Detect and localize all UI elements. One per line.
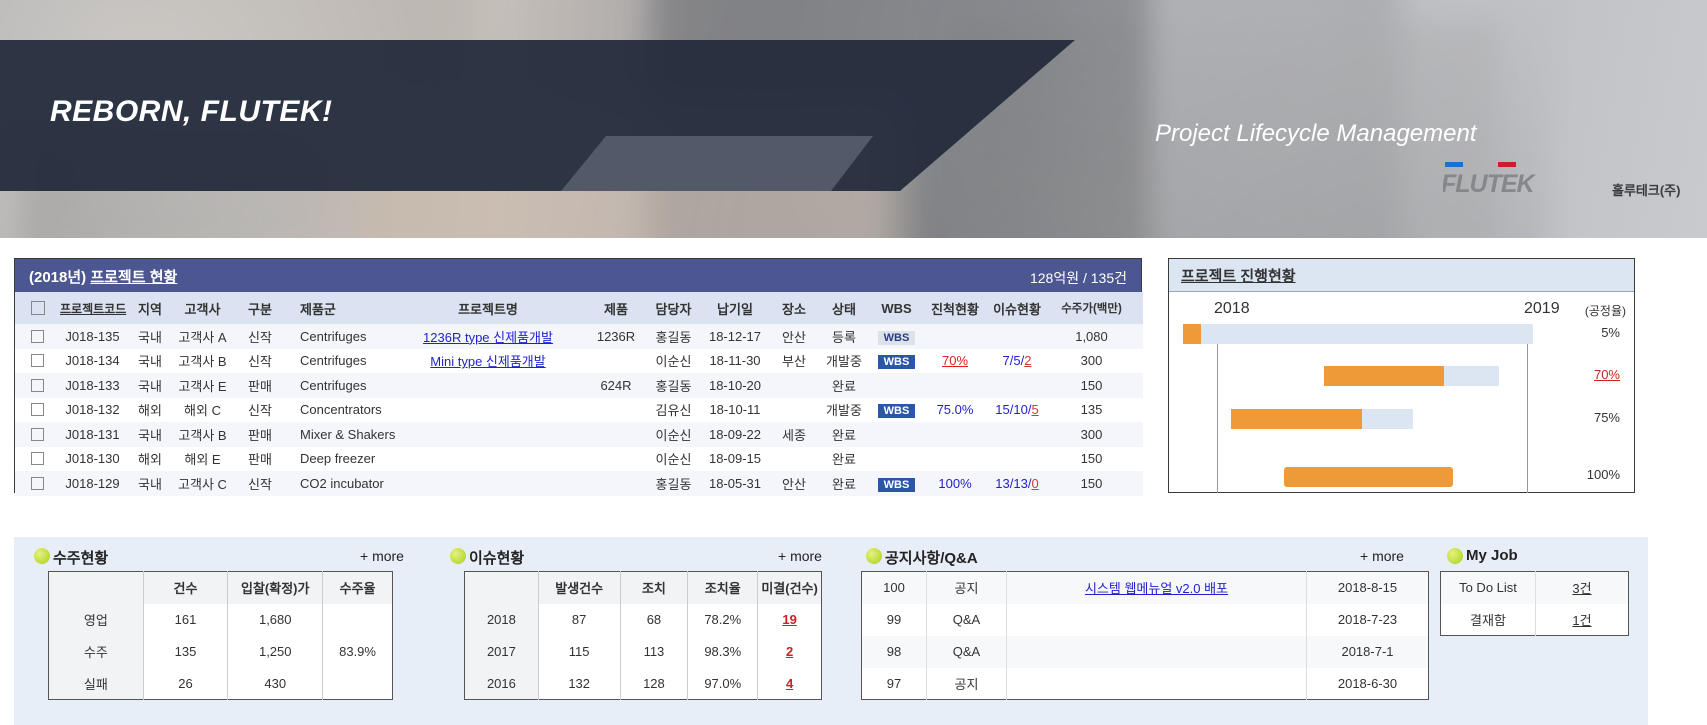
svg-text:FLUTEK: FLUTEK xyxy=(1443,170,1537,198)
